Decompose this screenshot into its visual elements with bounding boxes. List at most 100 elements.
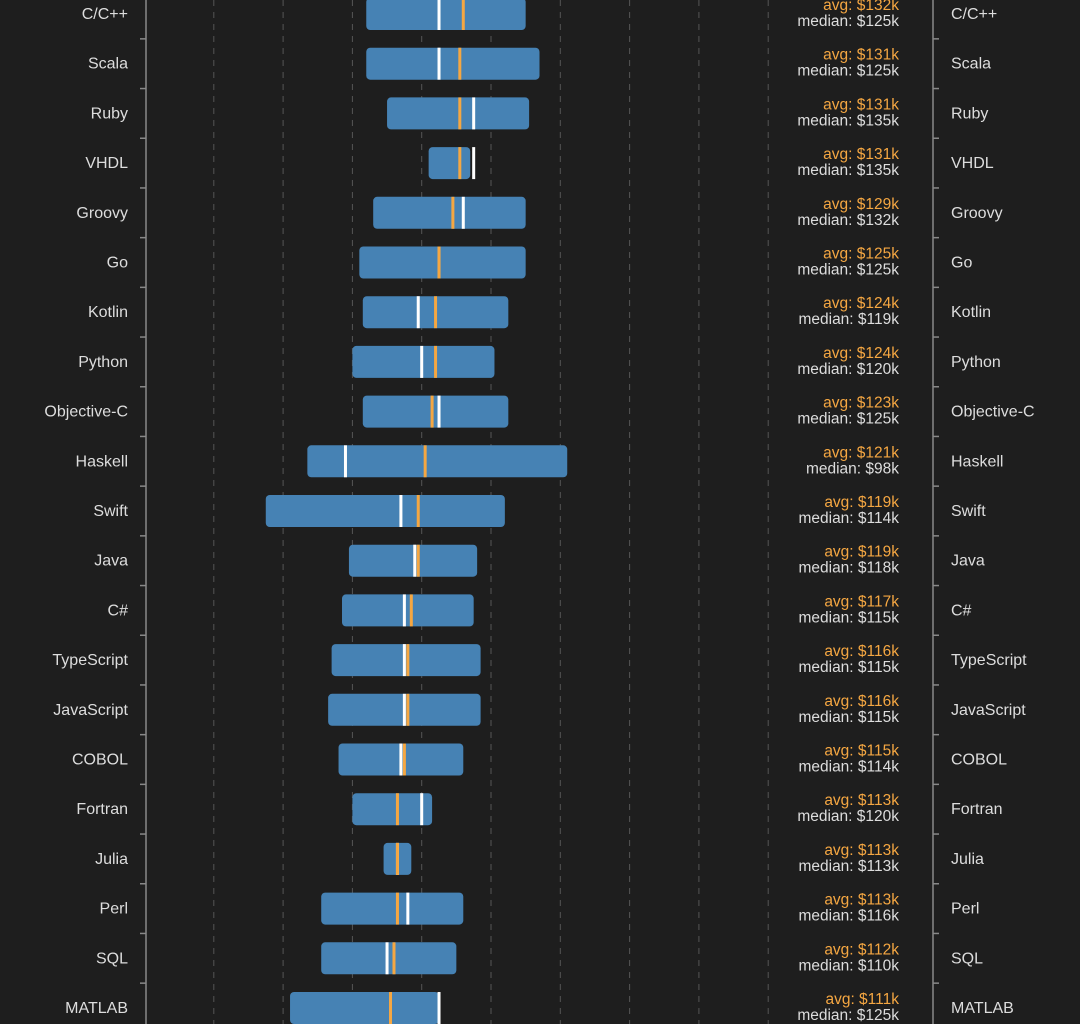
avg-label: avg: $131k xyxy=(823,47,899,64)
median-label: median: $125k xyxy=(797,1007,899,1024)
avg-mark xyxy=(416,544,420,577)
row-label-right: Ruby xyxy=(951,105,988,122)
median-label: median: $135k xyxy=(797,162,899,179)
avg-label: avg: $125k xyxy=(823,246,899,263)
avg-mark xyxy=(389,992,393,1024)
row-label-left: Python xyxy=(78,354,128,371)
avg-mark xyxy=(392,942,396,975)
range-bar xyxy=(342,594,474,627)
avg-label: avg: $121k xyxy=(823,444,899,461)
range-bar xyxy=(352,345,495,378)
row-label-left: Fortran xyxy=(76,801,128,818)
median-label: median: $135k xyxy=(797,112,899,129)
median-label: median: $113k xyxy=(798,858,899,875)
row-label-right: COBOL xyxy=(951,752,1007,769)
row-label-left: Perl xyxy=(100,901,128,918)
row-label-left: Julia xyxy=(95,851,128,868)
median-mark xyxy=(402,594,406,627)
avg-label: avg: $124k xyxy=(823,345,899,362)
median-mark xyxy=(461,196,465,229)
row-label-left: JavaScript xyxy=(53,702,128,719)
avg-label: avg: $123k xyxy=(823,395,899,412)
range-bar xyxy=(362,395,509,428)
range-bar xyxy=(348,544,478,577)
row-label-right: VHDL xyxy=(951,155,994,172)
median-label: median: $119k xyxy=(798,311,899,328)
avg-mark xyxy=(406,644,410,677)
row-label-left: Swift xyxy=(93,503,128,520)
avg-mark xyxy=(434,345,438,378)
range-bar xyxy=(290,992,440,1024)
row-objective-c: Objective-C Objective-C avg: $123kmedian: … xyxy=(44,395,1035,428)
row-label-left: VHDL xyxy=(85,155,128,172)
median-mark xyxy=(420,793,424,826)
avg-label: avg: $112k xyxy=(824,941,899,958)
row-label-left: Kotlin xyxy=(88,304,128,321)
median-mark xyxy=(402,693,406,726)
avg-mark xyxy=(395,842,399,875)
row-label-right: Fortran xyxy=(951,801,1003,818)
avg-mark xyxy=(451,196,455,229)
avg-mark xyxy=(434,296,438,329)
range-bar xyxy=(307,445,568,478)
median-label: median: $125k xyxy=(797,13,899,30)
median-mark xyxy=(416,296,420,329)
range-bar xyxy=(387,97,530,130)
median-mark xyxy=(437,0,441,30)
range-bar xyxy=(359,246,526,279)
row-label-right: Kotlin xyxy=(951,304,991,321)
avg-label: avg: $113k xyxy=(824,842,899,859)
row-label-left: C# xyxy=(108,602,129,619)
median-mark xyxy=(472,97,476,130)
row-label-right: SQL xyxy=(951,950,983,967)
avg-mark xyxy=(395,892,399,925)
avg-label: avg: $132k xyxy=(823,0,899,14)
median-label: median: $116k xyxy=(798,908,899,925)
row-label-left: Objective-C xyxy=(44,404,128,421)
row-label-left: Ruby xyxy=(91,105,128,122)
avg-mark xyxy=(461,0,465,30)
avg-label: avg: $119k xyxy=(824,494,899,511)
avg-mark xyxy=(402,743,406,776)
range-bar xyxy=(321,942,457,975)
range-bar xyxy=(428,147,471,180)
avg-label: avg: $131k xyxy=(823,96,899,113)
row-label-right: Groovy xyxy=(951,205,1003,222)
median-mark xyxy=(437,47,441,80)
median-mark xyxy=(385,942,389,975)
avg-mark xyxy=(458,47,462,80)
avg-mark xyxy=(395,793,399,826)
median-label: median: $110k xyxy=(798,957,899,974)
row-label-right: C# xyxy=(951,602,972,619)
avg-mark xyxy=(423,445,427,478)
range-bar xyxy=(366,0,526,30)
avg-label: avg: $119k xyxy=(824,544,899,561)
avg-label: avg: $111k xyxy=(825,991,899,1008)
median-label: median: $118k xyxy=(798,560,899,577)
row-label-right: Haskell xyxy=(951,453,1003,470)
avg-mark xyxy=(430,395,434,428)
avg-mark xyxy=(437,246,441,279)
row-label-right: Python xyxy=(951,354,1001,371)
avg-label: avg: $116k xyxy=(824,643,899,660)
row-label-left: Haskell xyxy=(76,453,128,470)
median-mark xyxy=(402,644,406,677)
avg-label: avg: $129k xyxy=(823,196,899,213)
median-mark xyxy=(343,445,347,478)
median-label: median: $115k xyxy=(798,609,899,626)
median-mark xyxy=(399,495,403,527)
